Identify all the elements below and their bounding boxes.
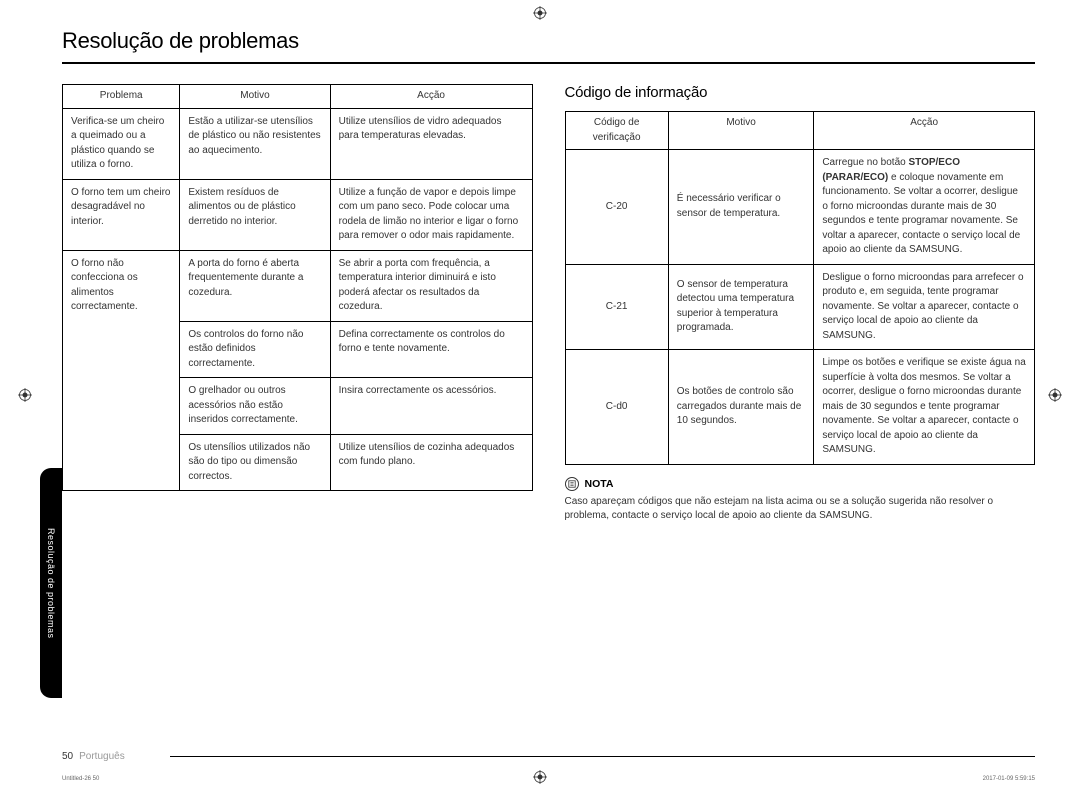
th-accao: Acção <box>814 112 1035 150</box>
right-column: Código de informação Código de verificaç… <box>565 84 1036 524</box>
info-code-table: Código de verificação Motivo Acção C-20 … <box>565 111 1036 465</box>
page-number: 50 Português <box>62 751 125 762</box>
cell-motivo: Os utensílios utilizados não são do tipo… <box>180 434 330 491</box>
footer-rule <box>170 756 1035 757</box>
cell-accao: Insira correctamente os acessórios. <box>330 378 532 435</box>
th-problema: Problema <box>63 85 180 109</box>
left-column: Problema Motivo Acção Verifica-se um che… <box>62 84 533 524</box>
crop-mark-top <box>533 6 547 20</box>
cell-accao: Utilize a função de vapor e depois limpe… <box>330 179 532 250</box>
cell-motivo: O sensor de temperatura detectou uma tem… <box>668 264 814 350</box>
cell-problema: Verifica-se um cheiro a queimado ou a pl… <box>63 108 180 179</box>
cell-motivo: A porta do forno é aberta frequentemente… <box>180 250 330 321</box>
crop-mark-bottom <box>533 770 547 784</box>
cell-code: C-21 <box>565 264 668 350</box>
cell-problema: O forno tem um cheiro desagradável no in… <box>63 179 180 250</box>
table-row: O forno tem um cheiro desagradável no in… <box>63 179 533 250</box>
text: e coloque novamente em funcionamento. Se… <box>822 172 1020 256</box>
cell-motivo: Os botões de controlo são carregados dur… <box>668 350 814 465</box>
page-lang: Português <box>79 751 125 762</box>
columns: Problema Motivo Acção Verifica-se um che… <box>62 84 1035 524</box>
table-row: C-d0 Os botões de controlo são carregado… <box>565 350 1035 465</box>
cell-motivo: É necessário verificar o sensor de tempe… <box>668 150 814 265</box>
side-tab-label: Resolução de problemas <box>46 528 56 639</box>
info-code-heading: Código de informação <box>565 84 1036 101</box>
cell-accao: Carregue no botão STOP/ECO (PARAR/ECO) e… <box>814 150 1035 265</box>
th-code: Código de verificação <box>565 112 668 150</box>
cell-motivo: Estão a utilizar-se utensílios de plásti… <box>180 108 330 179</box>
page-title: Resolução de problemas <box>62 28 1035 64</box>
cell-problema: O forno não confecciona os alimentos cor… <box>63 250 180 491</box>
crop-mark-left <box>18 388 32 402</box>
cell-accao: Defina correctamente os controlos do for… <box>330 321 532 378</box>
table-header-row: Problema Motivo Acção <box>63 85 533 109</box>
table-row: C-21 O sensor de temperatura detectou um… <box>565 264 1035 350</box>
troubleshooting-table: Problema Motivo Acção Verifica-se um che… <box>62 84 533 491</box>
page-content: Resolução de problemas Resolução de prob… <box>62 28 1035 762</box>
th-motivo: Motivo <box>668 112 814 150</box>
table-row: Verifica-se um cheiro a queimado ou a pl… <box>63 108 533 179</box>
cell-accao: Utilize utensílios de vidro adequados pa… <box>330 108 532 179</box>
note-header: NOTA <box>565 477 1036 491</box>
crop-mark-right <box>1048 388 1062 402</box>
note-text: Caso apareçam códigos que não estejam na… <box>565 495 1036 524</box>
table-row: O forno não confecciona os alimentos cor… <box>63 250 533 321</box>
cell-accao: Utilize utensílios de cozinha adequados … <box>330 434 532 491</box>
note-label: NOTA <box>585 478 614 490</box>
print-mark-right: 2017-01-09 5:59:15 <box>983 776 1035 782</box>
table-row: C-20 É necessário verificar o sensor de … <box>565 150 1035 265</box>
cell-motivo: O grelhador ou outros acessórios não est… <box>180 378 330 435</box>
table-header-row: Código de verificação Motivo Acção <box>565 112 1035 150</box>
note-icon <box>565 477 579 491</box>
side-tab: Resolução de problemas <box>40 468 62 698</box>
th-motivo: Motivo <box>180 85 330 109</box>
cell-accao: Desligue o forno microondas para arrefec… <box>814 264 1035 350</box>
cell-motivo: Os controlos do forno não estão definido… <box>180 321 330 378</box>
text: Carregue no botão <box>822 157 908 168</box>
print-mark-left: Untitled-26 50 <box>62 776 99 782</box>
cell-accao: Limpe os botões e verifique se existe ág… <box>814 350 1035 465</box>
cell-accao: Se abrir a porta com frequência, a tempe… <box>330 250 532 321</box>
page-num: 50 <box>62 751 73 762</box>
th-accao: Acção <box>330 85 532 109</box>
cell-code: C-20 <box>565 150 668 265</box>
print-date: 2017-01-09 5:59:15 <box>983 776 1035 782</box>
cell-code: C-d0 <box>565 350 668 465</box>
cell-motivo: Existem resíduos de alimentos ou de plás… <box>180 179 330 250</box>
